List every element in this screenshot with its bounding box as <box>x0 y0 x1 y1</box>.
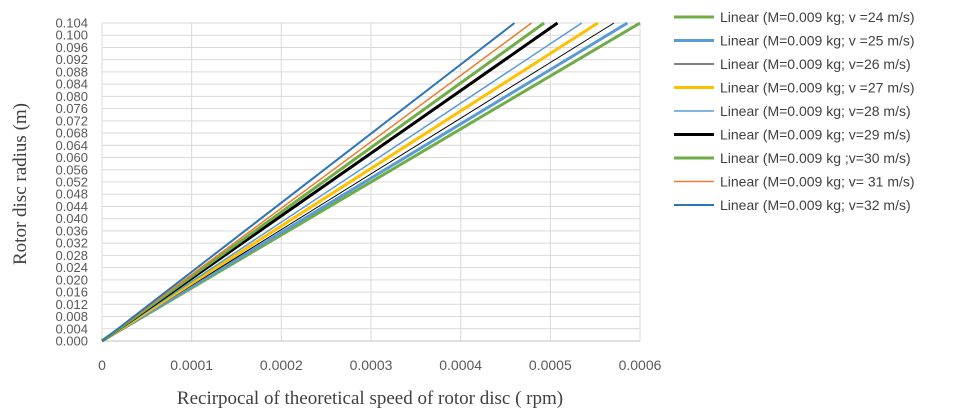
y-tick-label: 0.104 <box>55 16 88 31</box>
y-tick-label: 0.048 <box>55 187 88 202</box>
y-tick-label: 0.028 <box>55 248 88 263</box>
x-tick-label: 0.0003 <box>350 357 393 373</box>
y-tick-label: 0.060 <box>55 150 88 165</box>
series-line <box>101 21 629 343</box>
y-tick-label: 0.100 <box>55 28 88 43</box>
legend-label: Linear (M=0.009 kg; v =24 m/s) <box>720 9 915 25</box>
x-tick-label: 0.0006 <box>619 357 662 373</box>
x-tick-label: 0.0001 <box>170 357 213 373</box>
axes <box>101 23 640 342</box>
y-tick-label: 0.092 <box>55 52 88 67</box>
y-tick-label: 0.052 <box>55 175 88 190</box>
series-lines <box>101 21 641 343</box>
series-line <box>101 22 516 342</box>
y-tick-label: 0.096 <box>55 40 88 55</box>
y-tick-label: 0.056 <box>55 162 88 177</box>
series-line <box>101 22 532 342</box>
series-line <box>101 21 545 343</box>
legend-label: Linear (M=0.009 kg; v=26 m/s) <box>720 56 911 72</box>
y-tick-label: 0.032 <box>55 236 88 251</box>
x-tick-label: 0 <box>98 357 106 373</box>
gridlines <box>102 22 641 341</box>
legend: Linear (M=0.009 kg; v =24 m/s) Linear (M=… <box>674 9 915 213</box>
x-axis-label: Recirpocal of theoretical speed of rotor… <box>177 388 563 409</box>
y-tick-label: 0.068 <box>55 126 88 141</box>
legend-label: Linear (M=0.009 kg; v =27 m/s) <box>720 80 915 96</box>
y-tick-label: 0.088 <box>55 64 88 79</box>
y-tick-label: 0.012 <box>55 297 88 312</box>
y-tick-label: 0.024 <box>55 260 88 275</box>
y-tick-label: 0.080 <box>55 89 88 104</box>
y-tick-labels: 0.0000.0040.0080.0120.0160.0200.0240.028… <box>55 16 88 349</box>
y-tick-label: 0.008 <box>55 309 88 324</box>
legend-label: Linear (M=0.009 kg; v= 31 m/s) <box>720 174 915 190</box>
legend-label: Linear (M=0.009 kg; v=29 m/s) <box>720 127 911 143</box>
y-tick-label: 0.076 <box>55 101 88 116</box>
x-tick-label: 0.0002 <box>260 357 303 373</box>
y-tick-label: 0.020 <box>55 272 88 287</box>
legend-label: Linear (M=0.009 kg; v =25 m/s) <box>720 33 915 49</box>
series-line <box>101 22 583 342</box>
y-tick-label: 0.064 <box>55 138 88 153</box>
y-tick-label: 0.004 <box>55 321 88 336</box>
y-tick-label: 0.016 <box>55 285 88 300</box>
x-tick-label: 0.0004 <box>439 357 482 373</box>
y-tick-label: 0.036 <box>55 223 88 238</box>
y-tick-label: 0.072 <box>55 113 88 128</box>
legend-label: Linear (M=0.009 kg ;v=30 m/s) <box>720 150 911 166</box>
y-tick-label: 0.044 <box>55 199 88 214</box>
y-axis-label: Rotor disc radius (m) <box>10 103 31 265</box>
y-tick-label: 0.040 <box>55 211 88 226</box>
y-tick-label: 0.000 <box>55 334 88 349</box>
series-line <box>101 21 599 343</box>
y-tick-label: 0.084 <box>55 77 88 92</box>
legend-label: Linear (M=0.009 kg; v=28 m/s) <box>720 103 911 119</box>
x-tick-label: 0.0005 <box>529 357 572 373</box>
x-tick-labels: 0 0.0001 0.0002 0.0003 0.0004 0.0005 0.0006 <box>98 357 662 373</box>
legend-label: Linear (M=0.009 kg; v=32 m/s) <box>720 197 911 213</box>
